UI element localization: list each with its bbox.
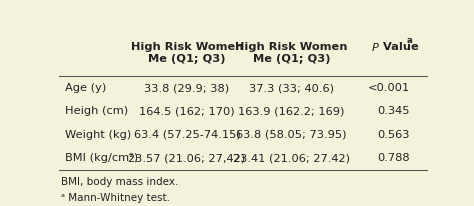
Text: 23.57 (21.06; 27,42): 23.57 (21.06; 27,42) xyxy=(128,153,246,163)
Text: 63.4 (57.25-74.15): 63.4 (57.25-74.15) xyxy=(134,130,240,140)
Text: $\mathit{P}$: $\mathit{P}$ xyxy=(372,41,380,53)
Text: Value: Value xyxy=(379,42,419,52)
Text: 63.8 (58.05; 73.95): 63.8 (58.05; 73.95) xyxy=(237,130,347,140)
Text: a: a xyxy=(406,36,412,45)
Text: High Risk Women
Me (Q1; Q3): High Risk Women Me (Q1; Q3) xyxy=(131,42,243,64)
Text: Weight (kg): Weight (kg) xyxy=(65,130,131,140)
Text: Heigh (cm): Heigh (cm) xyxy=(65,107,128,116)
Text: BMI, body mass index.: BMI, body mass index. xyxy=(61,177,179,187)
Text: High Risk Women
Me (Q1; Q3): High Risk Women Me (Q1; Q3) xyxy=(236,42,348,64)
Text: Age (y): Age (y) xyxy=(65,83,106,93)
Text: 33.8 (29.9; 38): 33.8 (29.9; 38) xyxy=(145,83,229,93)
Text: 37.3 (33; 40.6): 37.3 (33; 40.6) xyxy=(249,83,334,93)
Text: 163.9 (162.2; 169): 163.9 (162.2; 169) xyxy=(238,107,345,116)
Text: ᵃ Mann-Whitney test.: ᵃ Mann-Whitney test. xyxy=(61,193,170,203)
Text: <0.001: <0.001 xyxy=(368,83,410,93)
Text: 0.788: 0.788 xyxy=(377,153,410,163)
Text: 0.345: 0.345 xyxy=(378,107,410,116)
Text: 0.563: 0.563 xyxy=(378,130,410,140)
Text: 23.41 (21.06; 27.42): 23.41 (21.06; 27.42) xyxy=(233,153,350,163)
Text: 164.5 (162; 170): 164.5 (162; 170) xyxy=(139,107,235,116)
Text: BMI (kg/cm²): BMI (kg/cm²) xyxy=(65,153,138,163)
